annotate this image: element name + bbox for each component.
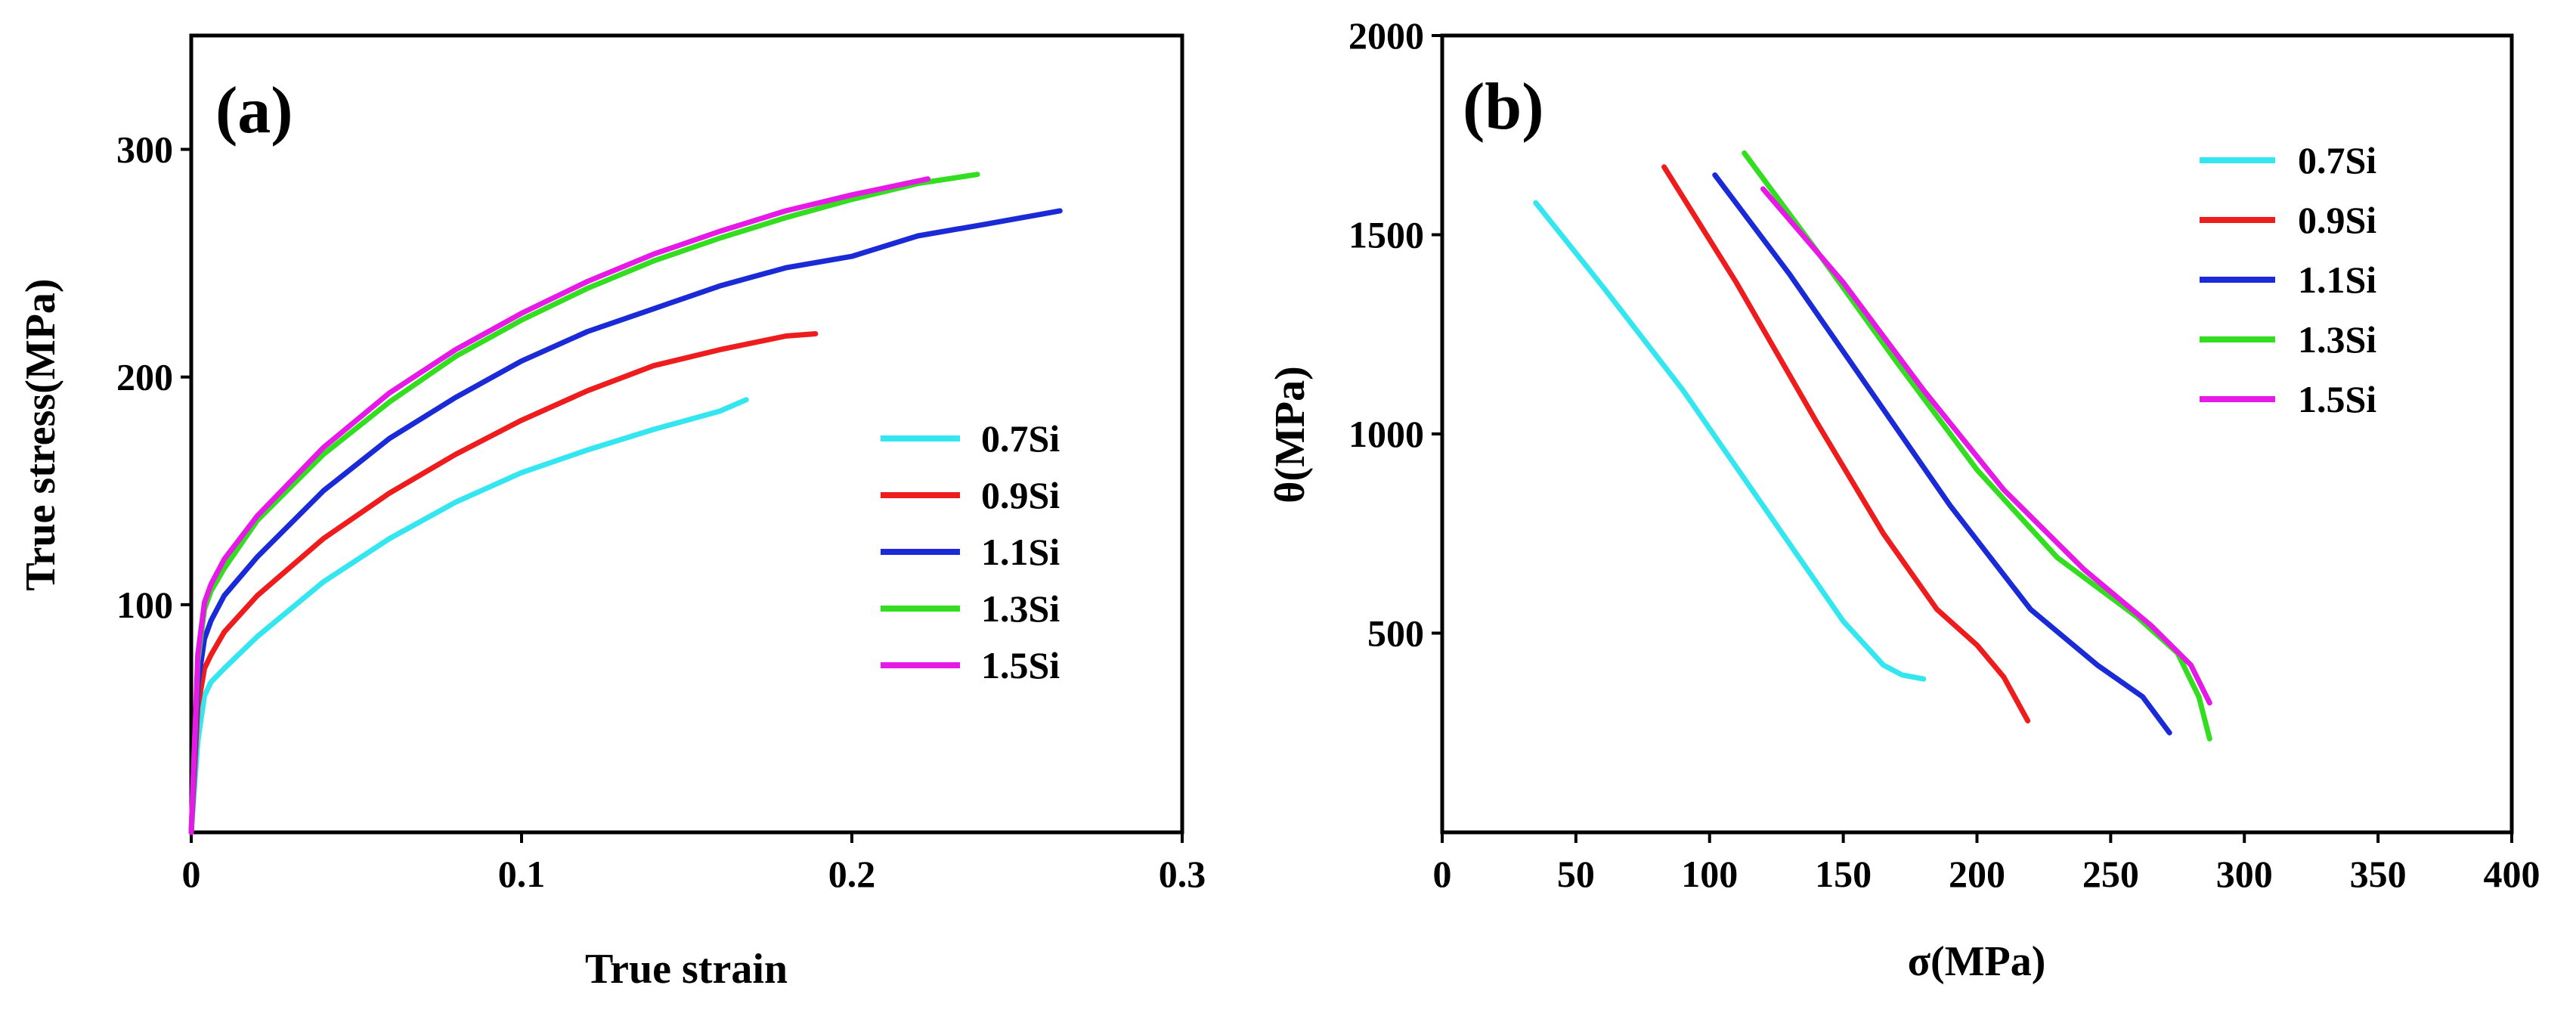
x-tick-label: 250 xyxy=(2082,853,2139,895)
panel-b-series xyxy=(1533,150,2212,742)
panel-a-label: (a) xyxy=(215,74,293,147)
legend-label: 1.3Si xyxy=(981,587,1060,630)
y-tick-label: 200 xyxy=(116,356,173,398)
x-tick-label: 300 xyxy=(2216,853,2273,895)
panel-a-x-axis-title: True strain xyxy=(585,946,788,993)
panel-b: (b) σ(MPa) θ(MPa) 0 50 100 150 200 250 300 350 4… xyxy=(1267,14,2540,985)
x-tick-label: 50 xyxy=(1557,853,1595,895)
series-line-1-1si xyxy=(188,208,1063,835)
panel-b-x-axis-title: σ(MPa) xyxy=(1908,938,2046,985)
x-tick-label: 0.3 xyxy=(1159,853,1206,895)
panel-a-ticks: 0 0.1 0.2 0.3 100 200 300 xyxy=(116,129,1206,895)
series-line-1-3si xyxy=(1742,150,2212,742)
y-tick-label: 2000 xyxy=(1348,14,1424,57)
panel-a: (a) True strain True stress(MPa) 0 0.1 0.2… xyxy=(17,33,1206,993)
panel-a-series xyxy=(188,172,1063,835)
series-line-0-7si xyxy=(1533,200,1927,682)
x-tick-label: 100 xyxy=(1681,853,1738,895)
panel-b-y-axis-title: θ(MPa) xyxy=(1267,366,1314,503)
x-tick-label: 150 xyxy=(1815,853,1872,895)
y-tick-label: 100 xyxy=(116,584,173,626)
legend-label: 0.9Si xyxy=(981,474,1060,516)
y-tick-label: 1500 xyxy=(1348,214,1424,256)
x-tick-label: 400 xyxy=(2484,853,2540,895)
panel-b-label: (b) xyxy=(1463,70,1544,144)
panel-b-legend: 0.7Si 0.9Si 1.1Si 1.3Si 1.5Si xyxy=(2200,139,2376,420)
legend-label: 1.3Si xyxy=(2298,318,2376,361)
legend-label: 0.9Si xyxy=(2298,199,2376,241)
series-line-1-1si xyxy=(1712,172,2172,736)
legend-label: 1.1Si xyxy=(2298,259,2376,301)
legend-label: 1.5Si xyxy=(981,644,1060,686)
y-tick-label: 300 xyxy=(116,129,173,171)
legend-label: 1.1Si xyxy=(981,531,1060,573)
x-tick-label: 0 xyxy=(1433,853,1452,895)
y-tick-label: 500 xyxy=(1367,612,1424,655)
panel-a-legend: 0.7Si 0.9Si 1.1Si 1.3Si 1.5Si xyxy=(881,417,1060,686)
y-tick-label: 1000 xyxy=(1348,413,1424,455)
x-tick-label: 0.1 xyxy=(498,853,546,895)
x-tick-label: 0 xyxy=(182,853,201,895)
legend-label: 1.5Si xyxy=(2298,378,2376,420)
series-line-0-9si xyxy=(1661,164,2031,723)
panel-a-frame xyxy=(189,33,1184,835)
legend-label: 0.7Si xyxy=(981,417,1060,460)
x-tick-label: 0.2 xyxy=(828,853,876,895)
x-tick-label: 200 xyxy=(1949,853,2005,895)
series-line-1-5si xyxy=(188,176,930,835)
panel-b-ticks: 0 50 100 150 200 250 300 350 400 500 1000 1500 2000 xyxy=(1348,14,2540,895)
series-line-0-7si xyxy=(188,397,749,835)
series-line-1-5si xyxy=(1760,186,2212,706)
legend-label: 0.7Si xyxy=(2298,139,2376,181)
x-tick-label: 350 xyxy=(2350,853,2407,895)
panel-a-y-axis-title: True stress(MPa) xyxy=(17,278,64,590)
series-line-0-9si xyxy=(188,331,819,835)
